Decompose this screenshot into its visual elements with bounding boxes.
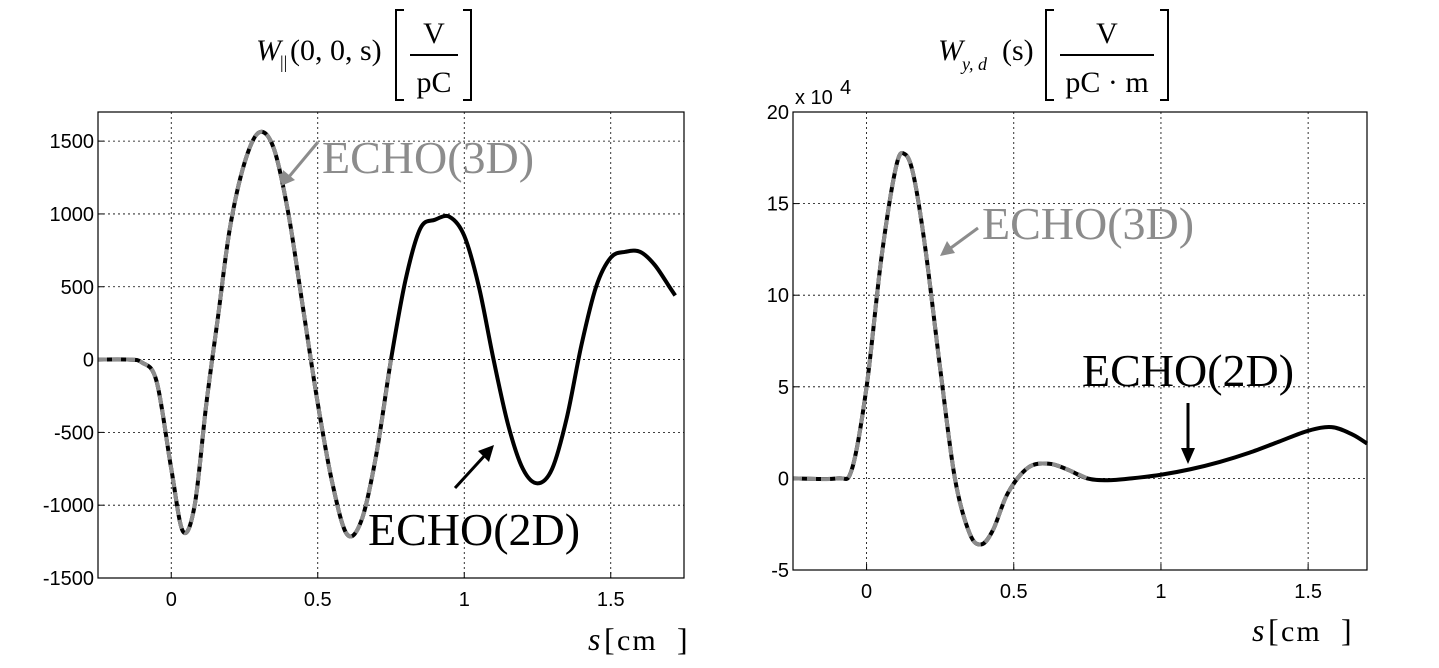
y-tick-label: 0 [778, 468, 789, 490]
left-annotation-3d: ECHO(3D) [281, 132, 534, 186]
left-xlabel-var: s [588, 621, 600, 657]
series-line-echo-3d [792, 150, 1089, 547]
x-tick-label: 0.5 [1000, 581, 1028, 603]
y-tick-label: -5 [771, 560, 789, 582]
right-exponent-label: x 10 4 [795, 77, 851, 109]
y-tick-label: 10 [767, 285, 789, 307]
right-unit-denominator: pC · m [1065, 66, 1148, 99]
y-tick-label: 1000 [50, 204, 95, 226]
y-tick-label: 500 [61, 277, 94, 299]
right-annotation-2d-arrowhead [1181, 448, 1195, 464]
left-title-sub: || [280, 52, 287, 72]
x-tick-label: 0 [861, 581, 872, 603]
right-title-sub: y, d [960, 54, 988, 74]
right-annotation-2d-label: ECHO(2D) [1082, 345, 1294, 396]
left-xlabel-unit: cm [617, 624, 658, 657]
series-line-echo-3d [97, 129, 393, 539]
right-x-tick-labels: 0 0.5 1 1.5 [861, 581, 1322, 603]
svg-text:[: [ [1268, 612, 1279, 648]
right-exponent-power: 4 [840, 77, 851, 99]
left-title-func: W [256, 34, 284, 67]
right-grid [793, 111, 1367, 571]
left-unit-denominator: pC [416, 66, 451, 99]
left-annotation-2d-label: ECHO(2D) [368, 504, 580, 555]
left-title: W || (0, 0, s) V pC [256, 9, 472, 101]
y-tick-label: -1000 [43, 495, 94, 517]
left-annotation-2d-arrowhead [478, 445, 494, 462]
x-tick-label: 1 [459, 589, 470, 611]
y-tick-label: 15 [767, 194, 789, 216]
chart-left: W || (0, 0, s) V pC 0 0.5 1 1.5 -1500-1000-… [43, 9, 688, 657]
left-x-axis-label: s [ cm ] [588, 621, 688, 657]
x-tick-label: 1 [1155, 581, 1166, 603]
svg-text:]: ] [1341, 612, 1352, 648]
right-title: W y, d (s) V pC · m [938, 9, 1169, 101]
left-x-tick-labels: 0 0.5 1 1.5 [166, 589, 625, 611]
right-annotation-3d-arrow [947, 226, 979, 252]
left-unit-bracket-close [463, 9, 472, 101]
left-annotation-3d-label: ECHO(3D) [322, 132, 534, 183]
right-annotation-3d: ECHO(3D) [940, 198, 1194, 256]
x-tick-label: 0 [166, 589, 177, 611]
left-plot-frame [97, 111, 685, 579]
x-tick-label: 1.5 [597, 589, 625, 611]
svg-text:]: ] [677, 621, 688, 657]
right-xlabel-var: s [1252, 612, 1264, 648]
left-annotation-3d-arrow [286, 141, 320, 179]
svg-text:[: [ [604, 621, 615, 657]
chart-right: W y, d (s) V pC · m x 10 4 0 0.5 1 1.5 -5 0 5… [767, 9, 1369, 648]
series-line-echo-2d [97, 129, 677, 539]
y-tick-label: -1500 [43, 568, 94, 590]
right-annotation-3d-label: ECHO(3D) [982, 198, 1194, 249]
left-title-args: (0, 0, s) [290, 34, 382, 67]
left-annotation-2d-arrow [453, 451, 489, 490]
left-unit-bracket-open [395, 9, 404, 101]
left-annotation-3d-arrowhead [281, 170, 295, 186]
left-annotation-2d: ECHO(2D) [368, 445, 580, 555]
right-annotation-2d: ECHO(2D) [1082, 345, 1294, 464]
y-tick-label: 20 [767, 102, 789, 124]
right-y-tick-labels: -5 0 5 10 15 20 [767, 102, 789, 582]
y-tick-label: 0 [83, 350, 94, 372]
right-exponent-base: x 10 [795, 87, 833, 109]
right-series-lines [792, 150, 1369, 547]
left-series-lines [97, 129, 677, 539]
left-y-tick-labels: -1500 -1000 -500 0 500 1000 1500 [43, 131, 94, 590]
left-unit-numerator: V [423, 17, 445, 50]
x-tick-label: 1.5 [1294, 581, 1322, 603]
right-annotation-3d-arrowhead [940, 241, 955, 256]
right-xlabel-unit: cm [1281, 615, 1322, 648]
right-unit-bracket-close [1160, 9, 1169, 101]
right-x-axis-label: s [ cm ] [1252, 612, 1352, 648]
right-unit-numerator: V [1096, 17, 1118, 50]
right-plot-frame [792, 111, 1368, 571]
right-title-args: (s) [1002, 34, 1034, 67]
y-tick-label: 5 [778, 377, 789, 399]
y-tick-label: -500 [54, 422, 94, 444]
right-unit-bracket-open [1045, 9, 1054, 101]
y-tick-label: 1500 [50, 131, 95, 153]
x-tick-label: 0.5 [304, 589, 332, 611]
right-title-func: W [938, 34, 966, 67]
